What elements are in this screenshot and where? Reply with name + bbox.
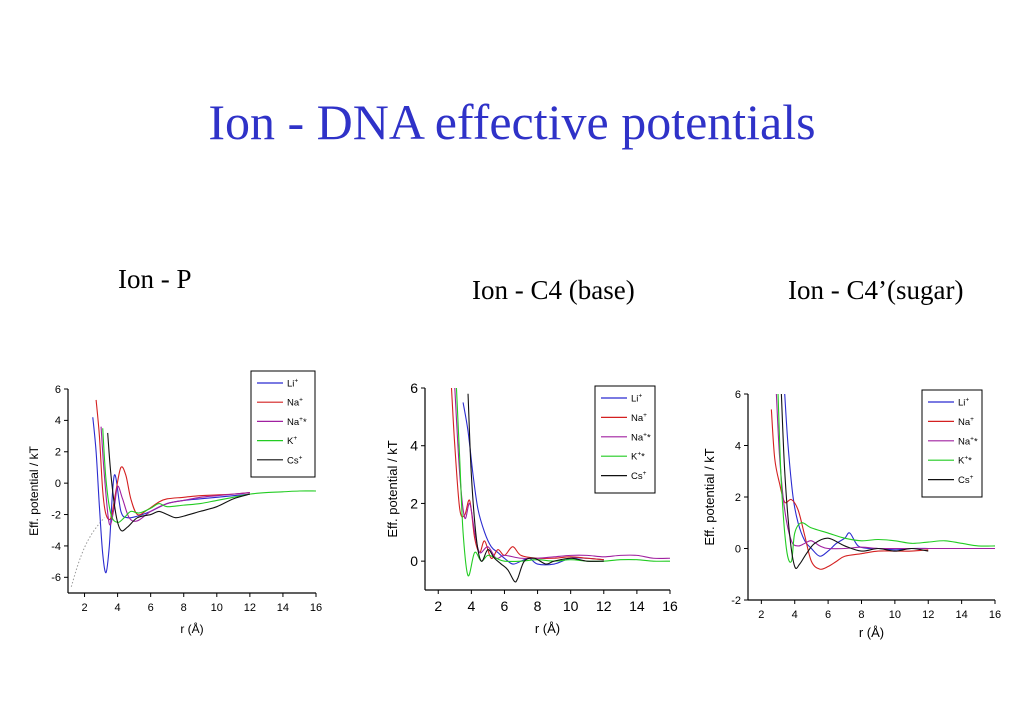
chart-title-ion-c4-base: Ion - C4 (base)	[472, 275, 635, 305]
y-tick-label: -2	[51, 509, 61, 521]
legend-label: K+	[287, 435, 297, 447]
legend-label: Na+	[958, 416, 974, 428]
series-line-li	[92, 417, 250, 574]
legend-label: K+*	[631, 451, 645, 463]
y-tick-label: 2	[735, 492, 741, 504]
x-tick-label: 2	[758, 609, 764, 621]
x-tick-label: 12	[596, 598, 612, 614]
x-tick-label: 14	[629, 598, 645, 614]
x-axis-label: r (Å)	[859, 625, 884, 640]
x-tick-label: 8	[534, 598, 542, 614]
x-tick-label: 16	[989, 609, 1001, 621]
y-tick-label: 2	[55, 447, 61, 459]
x-tick-label: 14	[277, 602, 289, 614]
x-tick-label: 4	[115, 602, 121, 614]
legend: Li+ Na+ Na+* K+* Cs+	[594, 385, 656, 494]
y-tick-label: -6	[51, 572, 61, 584]
x-tick-label: 12	[922, 609, 934, 621]
x-tick-label: 10	[889, 609, 901, 621]
series-line-k-star	[455, 388, 670, 577]
y-tick-label: 0	[55, 478, 61, 490]
series-line-k-star	[777, 394, 995, 563]
legend-label: Cs+	[287, 454, 303, 466]
series-line-cs	[780, 394, 929, 569]
x-tick-label: 16	[310, 602, 322, 614]
x-tick-label: 16	[662, 598, 678, 614]
y-tick-label: 0	[410, 553, 418, 569]
y-axis-label: Eff. potential / kT	[702, 448, 717, 545]
series-line-na	[95, 399, 250, 521]
x-tick-label: 10	[211, 602, 223, 614]
x-axis-label: r (Å)	[180, 621, 203, 636]
y-tick-label: 0	[735, 543, 741, 555]
legend-label: Na+*	[631, 431, 651, 443]
legend-label: Na+	[287, 397, 303, 409]
x-tick-label: 4	[467, 598, 475, 614]
legend-label: Cs+	[958, 474, 974, 486]
slide-title: Ion - DNA effective potentials	[208, 94, 816, 150]
y-tick-label: -4	[51, 541, 61, 553]
y-tick-label: 6	[410, 380, 418, 396]
legend-label: Li+	[287, 378, 298, 390]
x-axis-label: r (Å)	[535, 621, 560, 636]
legend-label: Cs+	[631, 470, 647, 482]
x-tick-label: 10	[563, 598, 579, 614]
legend-label: Na+	[631, 412, 647, 424]
x-tick-label: 8	[858, 609, 864, 621]
legend-label: Na+*	[287, 416, 307, 428]
y-tick-label: -2	[731, 595, 741, 607]
series-line-na-star	[100, 426, 250, 526]
y-tick-label: 6	[55, 384, 61, 396]
legend-label: Li+	[958, 397, 969, 409]
x-tick-label: 14	[955, 609, 967, 621]
x-tick-label: 2	[434, 598, 442, 614]
chart-title-ion-p: Ion - P	[118, 264, 192, 294]
series-line-cs	[467, 393, 604, 583]
series-line-na-star	[454, 388, 670, 560]
y-tick-label: 4	[55, 415, 61, 427]
x-tick-label: 2	[81, 602, 87, 614]
y-tick-label: 2	[410, 495, 418, 511]
x-tick-label: 6	[501, 598, 509, 614]
y-tick-label: 6	[735, 389, 741, 401]
y-axis-label: Eff. potential / kT	[27, 445, 41, 535]
series-line-cs	[107, 432, 251, 532]
legend: Li+ Na+ Na+* K+* Cs+	[921, 389, 983, 498]
legend: Li+ Na+ Na+* K+ Cs+	[250, 370, 316, 478]
y-axis-label: Eff. potential / kT	[385, 440, 400, 537]
chart-title-ion-c4-sugar: Ion - C4’(sugar)	[788, 275, 964, 305]
y-tick-label: 4	[410, 438, 418, 454]
series-line-na-star	[775, 394, 995, 550]
series-line-li	[784, 394, 929, 557]
x-tick-label: 4	[792, 609, 798, 621]
legend-label: K+*	[958, 455, 972, 467]
x-tick-label: 12	[244, 602, 256, 614]
x-tick-label: 8	[181, 602, 187, 614]
x-tick-label: 6	[148, 602, 154, 614]
legend-label: Li+	[631, 393, 642, 405]
x-tick-label: 6	[825, 609, 831, 621]
y-tick-label: 4	[735, 440, 741, 452]
legend-label: Na+*	[958, 435, 978, 447]
